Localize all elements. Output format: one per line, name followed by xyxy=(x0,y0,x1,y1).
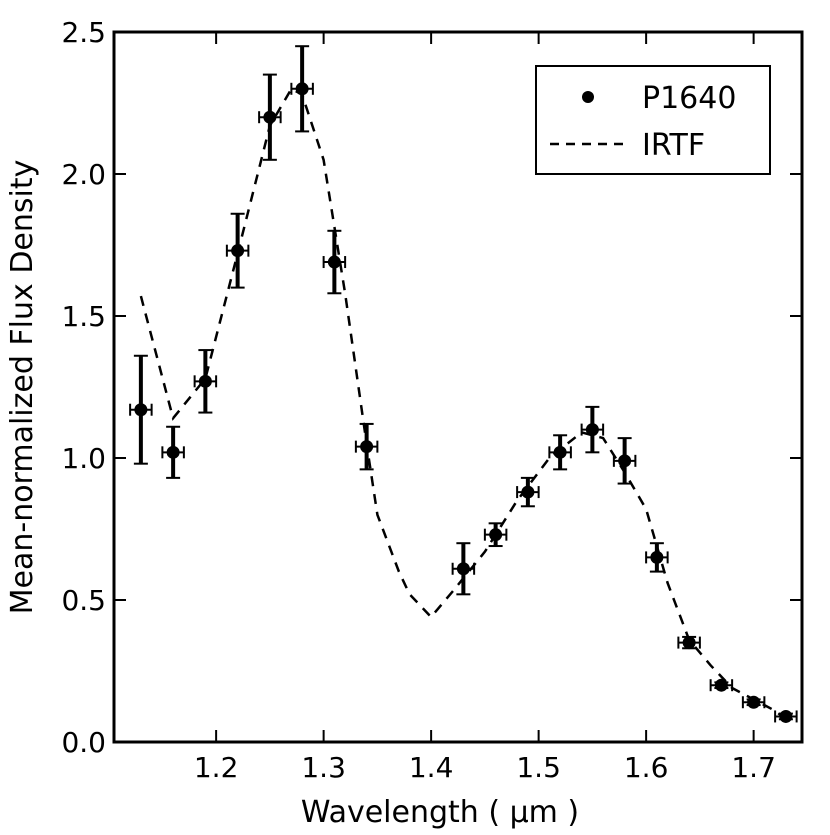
y-tick-label: 2.0 xyxy=(61,158,106,191)
p1640-marker xyxy=(489,528,503,542)
x-tick-label: 1.4 xyxy=(409,751,454,784)
p1640-point xyxy=(516,476,540,508)
y-tick-label: 0.0 xyxy=(61,726,106,759)
p1640-point xyxy=(774,709,798,723)
legend: P1640 IRTF xyxy=(535,65,771,175)
y-tick-label: 0.5 xyxy=(61,584,106,617)
p1640-point xyxy=(483,522,508,548)
p1640-point xyxy=(741,695,766,709)
p1640-point xyxy=(322,229,347,295)
p1640-marker xyxy=(166,445,180,459)
x-tick-label: 1.2 xyxy=(194,751,239,784)
p1640-point xyxy=(580,405,605,454)
p1640-marker xyxy=(618,454,632,468)
y-tick-label: 1.5 xyxy=(61,300,106,333)
irtf-line xyxy=(139,87,787,721)
x-tick-label: 1.3 xyxy=(301,751,346,784)
axis-ticks: 1.2 1.3 1.4 1.5 1.6 1.7 0.0 0.5 1.0 1.5 2.0 2.5 xyxy=(61,16,802,784)
p1640-point xyxy=(451,542,476,596)
p1640-point xyxy=(225,212,250,289)
legend-label-p1640: P1640 xyxy=(642,81,736,116)
p1640-point xyxy=(290,45,314,133)
p1640-marker xyxy=(747,695,761,709)
p1640-marker xyxy=(553,445,567,459)
p1640-point xyxy=(161,425,185,479)
p1640-point xyxy=(129,354,153,465)
x-tick-label: 1.7 xyxy=(731,751,776,784)
p1640-point xyxy=(677,635,701,650)
p1640-marker xyxy=(682,636,696,650)
p1640-marker xyxy=(650,550,664,564)
p1640-marker xyxy=(714,678,728,692)
x-tick-label: 1.5 xyxy=(516,751,561,784)
legend-label-irtf: IRTF xyxy=(642,128,705,163)
p1640-point xyxy=(709,678,734,692)
p1640-marker xyxy=(360,440,374,454)
p1640-marker xyxy=(585,423,599,437)
p1640-marker xyxy=(134,403,148,417)
p1640-marker xyxy=(263,110,277,124)
irtf-series xyxy=(139,87,787,721)
p1640-point xyxy=(548,434,572,471)
p1640-point xyxy=(354,422,379,471)
p1640-point xyxy=(193,349,218,414)
p1640-point xyxy=(645,542,669,573)
p1640-marker xyxy=(521,485,535,499)
p1640-marker xyxy=(295,82,309,96)
p1640-point xyxy=(258,73,282,161)
p1640-marker xyxy=(456,562,470,576)
p1640-marker xyxy=(198,374,212,388)
plot-frame xyxy=(112,30,804,744)
y-axis-label: Mean-normalized Flux Density xyxy=(5,160,40,615)
legend-box xyxy=(535,65,771,175)
y-tick-label: 2.5 xyxy=(61,16,106,49)
p1640-marker xyxy=(327,255,341,269)
legend-marker-p1640 xyxy=(582,91,594,103)
p1640-point xyxy=(612,437,637,485)
x-axis-label: Wavelength ( μm ) xyxy=(301,795,579,830)
y-tick-label: 1.0 xyxy=(61,442,106,475)
p1640-series xyxy=(129,45,798,723)
x-tick-label: 1.6 xyxy=(624,751,669,784)
p1640-marker xyxy=(779,709,793,723)
p1640-marker xyxy=(231,244,245,258)
